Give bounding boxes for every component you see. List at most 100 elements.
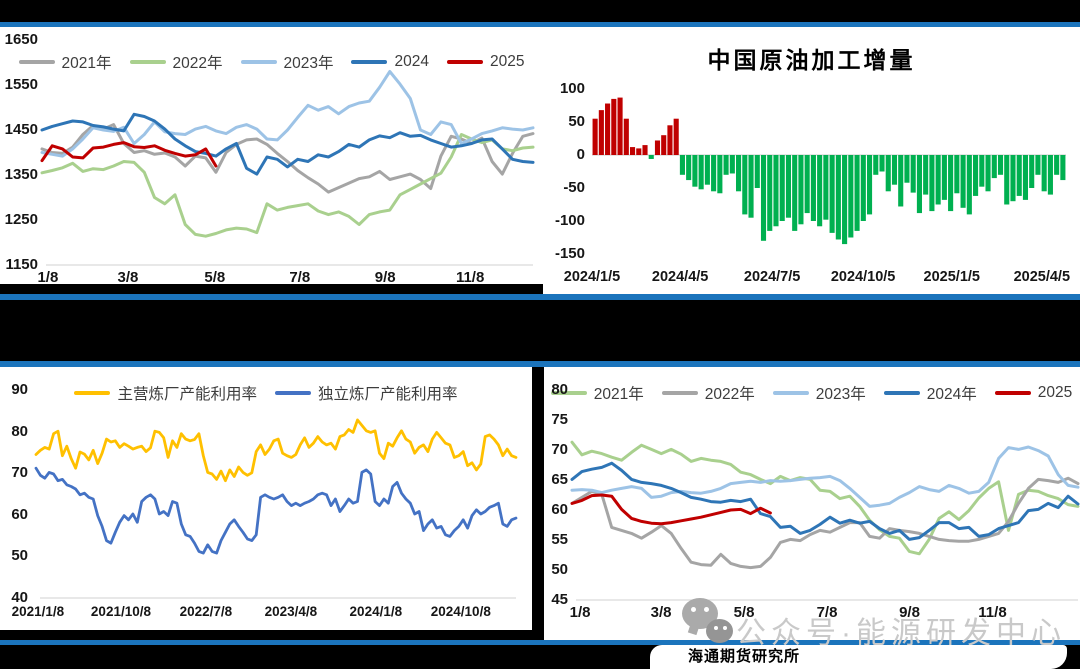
legend-swatch xyxy=(550,391,587,395)
bar xyxy=(916,155,922,214)
bar xyxy=(810,155,816,221)
bar xyxy=(748,155,754,218)
legend-label: 2025 xyxy=(1037,384,1073,401)
bar xyxy=(686,155,692,181)
bar xyxy=(754,155,760,188)
bar xyxy=(592,118,598,155)
bar xyxy=(1054,155,1060,175)
series-line-2024年 xyxy=(570,461,1080,541)
vertical-divider-band xyxy=(532,367,544,669)
bar xyxy=(1029,155,1035,188)
bar xyxy=(954,155,960,194)
bar xyxy=(973,155,979,196)
bar xyxy=(829,155,835,233)
bar xyxy=(760,155,767,241)
chart-legend: 2021年 2022年 2023年 2024 2025 xyxy=(0,51,543,73)
legend-item: 2024 xyxy=(351,53,429,71)
series-line-2024 xyxy=(40,112,535,176)
bar xyxy=(1010,155,1016,202)
bar xyxy=(729,155,735,174)
legend-swatch xyxy=(883,391,920,395)
bar xyxy=(879,155,885,172)
bar xyxy=(885,155,891,192)
bar xyxy=(785,155,792,218)
legend-label: 2023年 xyxy=(815,386,866,403)
legend-item: 2025 xyxy=(446,53,525,71)
bar xyxy=(711,155,717,192)
bar xyxy=(1004,155,1010,205)
series-line-独立炼厂产能利用率 xyxy=(34,466,518,555)
legend-label: 2025 xyxy=(489,53,525,70)
bar xyxy=(960,155,966,208)
bar xyxy=(661,135,667,155)
chart-legend: 2021年 2022年 2023年 2024年 2025 xyxy=(543,382,1080,404)
bar xyxy=(779,155,785,221)
bar xyxy=(935,155,941,205)
bar xyxy=(704,155,710,185)
series-line-2021年 xyxy=(40,123,535,194)
legend-label: 2024年 xyxy=(926,386,977,403)
bar xyxy=(598,110,604,155)
series-line-2023年 xyxy=(40,70,535,158)
series-line-主营炼厂产能利用率 xyxy=(34,418,518,483)
legend-swatch xyxy=(446,60,483,64)
bar xyxy=(605,103,611,155)
bar xyxy=(723,155,729,175)
legend-item: 2021年 xyxy=(18,51,112,73)
bar xyxy=(1035,155,1041,175)
legend-item: 独立炼厂产能利用率 xyxy=(275,382,458,404)
mid-lower-blue-rule xyxy=(0,361,1080,367)
bar xyxy=(991,155,997,179)
legend-item: 2022年 xyxy=(661,382,755,404)
bar xyxy=(654,140,661,155)
bar xyxy=(948,155,954,212)
footer-brand-box: 海通期货研究所 xyxy=(650,645,1067,669)
bar xyxy=(698,155,704,190)
mid-upper-blue-rule xyxy=(0,294,1080,300)
bar xyxy=(623,118,629,155)
bar xyxy=(904,155,910,183)
legend-swatch xyxy=(772,391,809,395)
legend-label: 2024 xyxy=(394,53,429,70)
bar xyxy=(673,118,679,155)
series-line-2022年 xyxy=(570,476,1080,570)
legend-swatch xyxy=(351,60,388,64)
legend-item: 2022年 xyxy=(129,51,223,73)
legend-label: 2023年 xyxy=(283,55,334,72)
legend-swatch xyxy=(129,60,166,64)
bar xyxy=(848,155,854,238)
legend-swatch xyxy=(994,391,1031,395)
top-redaction-band xyxy=(0,0,1080,22)
bottom-blue-rule xyxy=(0,640,1080,645)
bar xyxy=(923,155,929,195)
bar xyxy=(792,155,798,231)
legend-item: 2023年 xyxy=(240,51,334,73)
bar xyxy=(1016,155,1022,196)
bar xyxy=(1060,155,1066,181)
bar xyxy=(717,155,723,194)
bar xyxy=(1041,155,1047,192)
bar xyxy=(767,155,773,231)
bar xyxy=(642,145,648,155)
bar-chart-plot xyxy=(592,97,1066,245)
bar xyxy=(929,155,935,212)
bar xyxy=(667,125,673,155)
legend-item: 2024年 xyxy=(883,382,977,404)
bar xyxy=(742,155,748,215)
bar xyxy=(798,155,804,225)
bar xyxy=(835,155,841,240)
bar xyxy=(985,155,991,192)
bar xyxy=(629,147,636,155)
mid-redaction-band xyxy=(0,294,1080,367)
legend-swatch xyxy=(275,391,311,395)
bar xyxy=(679,155,685,175)
legend-item: 2021年 xyxy=(550,382,644,404)
bar xyxy=(979,155,985,187)
chart-legend: 主营炼厂产能利用率 独立炼厂产能利用率 xyxy=(0,382,532,404)
chart-panel-refining-seasonal: 2021年 2022年 2023年 2024 2025 1650 1550 1450 1350… xyxy=(0,27,543,286)
bar xyxy=(941,155,947,200)
series-line-2022年 xyxy=(40,133,535,238)
line-chart-plot xyxy=(40,70,535,266)
bar xyxy=(804,155,810,214)
